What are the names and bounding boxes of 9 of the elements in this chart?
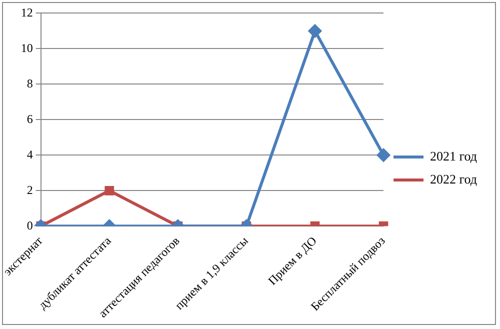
legend-label: 2021 год	[430, 148, 478, 164]
y-tick-label: 4	[26, 147, 33, 162]
legend-label: 2022 год	[430, 171, 478, 186]
y-tick-label: 10	[20, 40, 33, 55]
y-tick-label: 2	[26, 182, 33, 197]
y-tick-label: 0	[26, 218, 33, 232]
y-tick-label: 8	[26, 76, 33, 90]
y-tick-label: 6	[26, 112, 33, 126]
y-tick-label: 12	[20, 5, 33, 20]
